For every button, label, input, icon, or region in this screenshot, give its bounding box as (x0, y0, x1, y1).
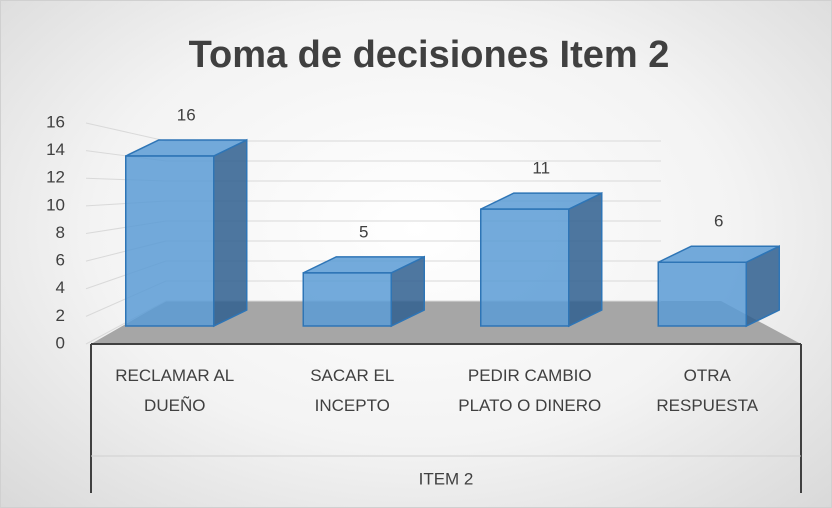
x-tick-label: RECLAMAR AL DUEÑO (115, 366, 235, 415)
y-tick-label: 8 (56, 223, 65, 242)
data-label: 11 (532, 159, 550, 178)
y-tick-label: 6 (56, 251, 65, 270)
data-label: 16 (177, 105, 196, 124)
bar (480, 191, 603, 328)
bar-front (302, 272, 392, 327)
bar-side (213, 138, 248, 328)
x-tick-label: PEDIR CAMBIO PLATO O DINERO (458, 366, 602, 415)
y-tick-label: 2 (56, 306, 65, 325)
x-tick-label: SACAR EL INCEPTO (310, 366, 395, 415)
group-label: ITEM 2 (419, 469, 474, 488)
data-label: 6 (714, 212, 723, 231)
bar-front (480, 208, 570, 327)
bar-front (657, 261, 747, 327)
y-tick-label: 16 (46, 112, 65, 131)
y-tick-label: 0 (56, 333, 65, 352)
grid-line (85, 122, 661, 142)
bar (302, 255, 425, 328)
bar (125, 138, 248, 328)
floor (91, 301, 801, 344)
bar-side (568, 191, 603, 328)
y-tick-label: 10 (46, 195, 65, 214)
data-label: 5 (359, 222, 368, 241)
y-tick-label: 4 (56, 278, 65, 297)
x-tick-label: OTRA RESPUESTA (656, 366, 759, 415)
bar-front (125, 155, 215, 327)
chart-title: Toma de decisiones Item 2 (189, 34, 670, 76)
y-tick-label: 14 (46, 140, 65, 159)
y-tick-label: 12 (46, 168, 65, 187)
bar (657, 245, 780, 328)
